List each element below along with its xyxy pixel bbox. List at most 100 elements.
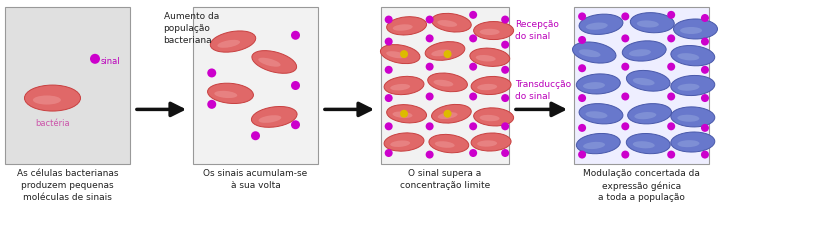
Ellipse shape <box>582 142 604 150</box>
Ellipse shape <box>630 14 673 34</box>
Ellipse shape <box>425 151 433 159</box>
Ellipse shape <box>477 85 496 91</box>
Ellipse shape <box>676 141 699 147</box>
Text: bactéria: bactéria <box>35 119 70 128</box>
Ellipse shape <box>468 12 477 20</box>
Ellipse shape <box>621 93 628 101</box>
Ellipse shape <box>626 71 669 92</box>
Ellipse shape <box>210 32 256 53</box>
Ellipse shape <box>585 23 607 31</box>
Ellipse shape <box>443 110 451 118</box>
Ellipse shape <box>667 123 674 131</box>
Ellipse shape <box>576 134 619 154</box>
Ellipse shape <box>477 141 496 147</box>
Ellipse shape <box>468 93 477 101</box>
Ellipse shape <box>500 149 509 157</box>
Ellipse shape <box>387 105 426 123</box>
Ellipse shape <box>500 16 509 25</box>
Ellipse shape <box>387 18 426 36</box>
Text: Aumento da
população
bacteriana: Aumento da população bacteriana <box>163 12 219 44</box>
Ellipse shape <box>700 66 708 74</box>
Ellipse shape <box>437 113 457 120</box>
Ellipse shape <box>621 123 628 131</box>
Ellipse shape <box>425 123 433 131</box>
Ellipse shape <box>400 51 408 59</box>
Ellipse shape <box>425 63 433 71</box>
Ellipse shape <box>207 100 216 109</box>
Ellipse shape <box>676 115 699 122</box>
Ellipse shape <box>434 142 454 148</box>
FancyBboxPatch shape <box>5 8 130 164</box>
Ellipse shape <box>392 112 412 118</box>
Ellipse shape <box>626 134 669 154</box>
Ellipse shape <box>468 123 477 131</box>
Ellipse shape <box>384 16 392 25</box>
Ellipse shape <box>667 12 674 20</box>
FancyBboxPatch shape <box>573 8 708 164</box>
Ellipse shape <box>217 41 240 49</box>
Ellipse shape <box>291 121 300 130</box>
Ellipse shape <box>500 66 509 74</box>
Ellipse shape <box>384 95 392 103</box>
Ellipse shape <box>33 96 61 105</box>
Ellipse shape <box>470 134 510 151</box>
Ellipse shape <box>386 52 405 59</box>
Ellipse shape <box>473 108 513 126</box>
Ellipse shape <box>578 104 622 124</box>
Ellipse shape <box>670 76 714 96</box>
Ellipse shape <box>437 21 457 28</box>
Ellipse shape <box>390 141 410 147</box>
Text: Modulação concertada da
expressão génica
a toda a população: Modulação concertada da expressão génica… <box>582 168 699 202</box>
Ellipse shape <box>431 105 471 124</box>
Ellipse shape <box>572 43 615 64</box>
Ellipse shape <box>383 77 423 95</box>
Ellipse shape <box>622 42 665 62</box>
Ellipse shape <box>667 93 674 101</box>
Ellipse shape <box>679 28 701 35</box>
Ellipse shape <box>258 58 280 67</box>
Ellipse shape <box>251 107 296 128</box>
Ellipse shape <box>578 50 600 58</box>
Ellipse shape <box>700 95 708 103</box>
Ellipse shape <box>291 32 300 41</box>
Ellipse shape <box>628 50 650 57</box>
Ellipse shape <box>636 21 658 28</box>
Ellipse shape <box>425 35 433 43</box>
Ellipse shape <box>207 69 216 78</box>
FancyBboxPatch shape <box>192 8 318 164</box>
Ellipse shape <box>670 107 714 127</box>
Ellipse shape <box>384 66 392 74</box>
Ellipse shape <box>468 35 477 43</box>
Ellipse shape <box>577 95 586 103</box>
Ellipse shape <box>577 13 586 21</box>
Ellipse shape <box>621 35 628 43</box>
Ellipse shape <box>632 79 654 86</box>
Ellipse shape <box>479 115 499 122</box>
Ellipse shape <box>431 50 450 57</box>
Ellipse shape <box>500 41 509 49</box>
Ellipse shape <box>90 55 100 65</box>
Ellipse shape <box>621 13 628 21</box>
Ellipse shape <box>380 45 419 64</box>
Ellipse shape <box>468 63 477 71</box>
Ellipse shape <box>676 84 699 91</box>
Text: Recepção
do sinal: Recepção do sinal <box>514 20 559 41</box>
Ellipse shape <box>632 142 654 149</box>
Text: sinal: sinal <box>101 57 120 66</box>
FancyBboxPatch shape <box>381 8 509 164</box>
Ellipse shape <box>384 38 392 46</box>
Ellipse shape <box>469 49 509 67</box>
Ellipse shape <box>700 15 708 23</box>
Ellipse shape <box>400 110 408 118</box>
Ellipse shape <box>473 22 513 40</box>
Ellipse shape <box>577 151 586 159</box>
Ellipse shape <box>428 135 468 153</box>
Ellipse shape <box>431 14 471 33</box>
Ellipse shape <box>390 85 410 91</box>
Ellipse shape <box>667 35 674 43</box>
Ellipse shape <box>585 112 607 119</box>
Ellipse shape <box>667 151 674 159</box>
Ellipse shape <box>577 124 586 132</box>
Ellipse shape <box>258 116 281 123</box>
Text: Transducção
do sinal: Transducção do sinal <box>514 80 570 100</box>
